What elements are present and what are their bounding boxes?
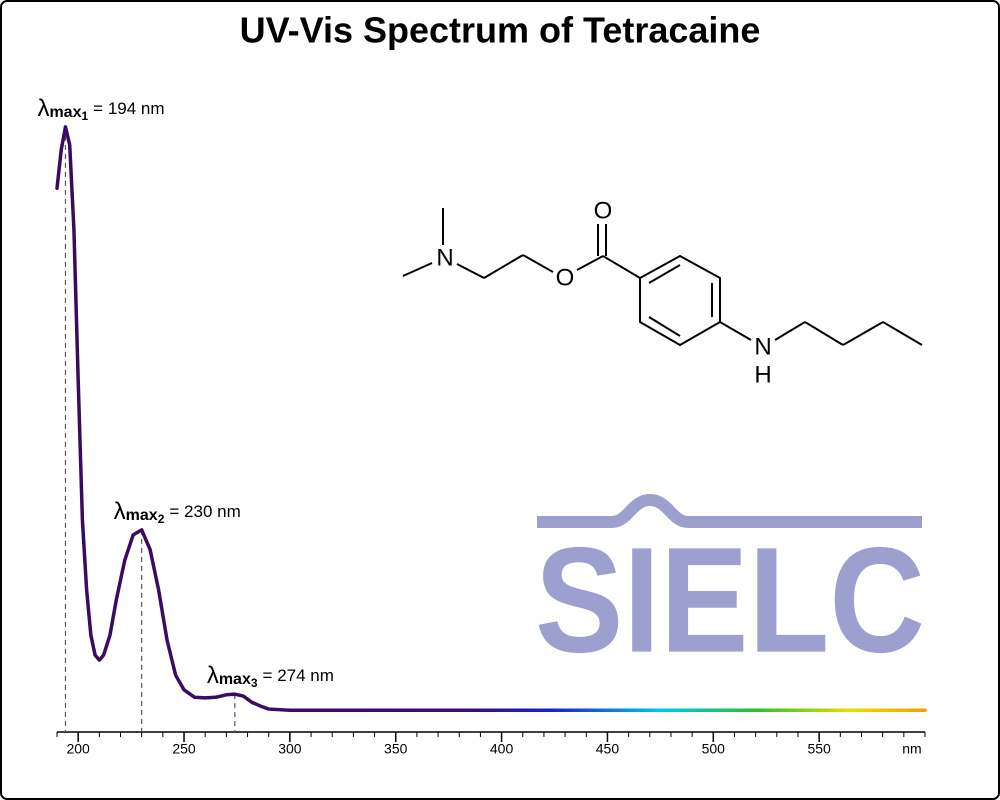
bond [648,264,681,284]
peak-sub: max [49,104,81,121]
bond [602,255,641,279]
bond [882,321,923,346]
bond [842,321,884,346]
bond [648,316,681,337]
bond [456,263,485,279]
peak-index: 1 [81,109,88,123]
x-tick-label: 300 [278,741,302,757]
bond [719,321,752,341]
bond [483,254,524,279]
structure: N O O N H [402,197,923,388]
atom: H [754,361,771,388]
peak-symbol: λ [37,95,49,122]
peak-label: λmax3 = 274 nm [207,663,334,691]
peak-symbol: λ [114,498,126,525]
bond [804,321,844,346]
chart-title: UV-Vis Spectrum of Tetracaine [240,10,761,51]
atom: N [754,333,771,360]
spectrum-line [55,125,927,713]
peak-symbol: λ [207,663,219,690]
logo-text: SIELC [535,516,925,684]
x-tick-label: 500 [702,741,726,757]
atom: O [556,264,575,291]
atom: O [594,197,613,224]
x-tick-label: 250 [172,741,196,757]
peak-value: = 194 nm [93,99,164,118]
x-tick-label: 550 [807,741,831,757]
peak-index: 3 [251,676,258,690]
logo: SIELC [535,493,925,684]
x-tick-label: 450 [596,741,620,757]
peak-sub: max [219,671,251,688]
x-axis-label: nm [902,741,921,757]
atom: N [436,244,453,271]
peak-label: λmax1 = 194 nm [37,95,164,123]
x-tick-label: 200 [66,741,90,757]
peak-sub: max [126,507,158,524]
logo-bar [537,493,922,528]
x-tick-label: 350 [384,741,408,757]
bond [522,254,554,273]
peak-index: 2 [158,512,165,526]
peak-value: = 230 nm [169,502,240,521]
bond [576,255,604,271]
peak-label: λmax2 = 230 nm [114,498,241,526]
peak-value: = 274 nm [263,667,334,686]
bond [402,262,433,277]
bond [774,321,806,341]
x-tick-label: 400 [490,741,514,757]
